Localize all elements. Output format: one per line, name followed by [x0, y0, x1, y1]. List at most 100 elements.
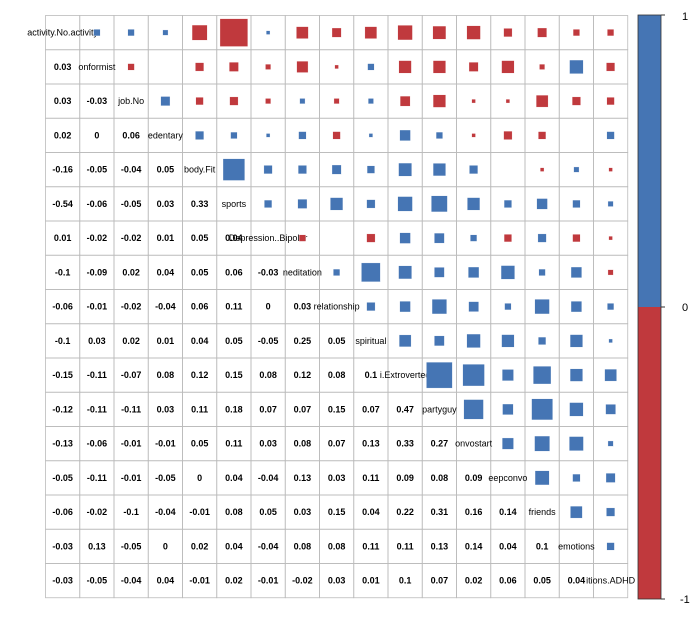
- correlation-value-label: -0.05: [258, 336, 279, 346]
- correlation-square: [399, 95, 411, 107]
- correlation-square: [572, 199, 581, 208]
- correlation-value-label: 0.05: [328, 336, 346, 346]
- correlation-square: [569, 59, 584, 74]
- diagonal-label: edentary: [148, 130, 184, 140]
- correlation-value-label: -0.01: [258, 576, 279, 586]
- correlation-value-label: 0.06: [499, 576, 517, 586]
- colorbar-negative: [638, 307, 661, 599]
- correlation-value-label: -0.1: [123, 507, 139, 517]
- correlation-value-label: 0.47: [396, 404, 414, 414]
- correlation-square: [534, 299, 550, 315]
- correlation-square: [434, 267, 445, 278]
- correlation-square: [399, 301, 411, 313]
- diagonal-label: neditation: [283, 267, 322, 277]
- correlation-value-label: -0.05: [87, 165, 108, 175]
- correlation-value-label: 0.13: [294, 473, 312, 483]
- correlation-square: [538, 131, 547, 140]
- diagonal-label: sports: [222, 199, 247, 209]
- correlation-value-label: 0.03: [157, 199, 175, 209]
- correlation-square: [297, 199, 308, 209]
- correlation-square: [195, 130, 205, 140]
- correlation-value-label: -0.03: [52, 576, 73, 586]
- correlation-value-label: 0.07: [431, 576, 449, 586]
- correlation-square: [229, 96, 239, 106]
- correlation-square: [606, 131, 615, 140]
- correlation-square: [505, 99, 510, 104]
- correlation-value-label: 0.08: [294, 541, 312, 551]
- correlation-value-label: 0.14: [499, 507, 517, 517]
- correlation-square: [533, 366, 552, 385]
- correlation-square: [191, 24, 208, 41]
- correlation-value-label: 0.03: [88, 336, 106, 346]
- correlation-value-label: -0.09: [87, 267, 108, 277]
- correlation-value-label: 0: [266, 302, 271, 312]
- correlation-value-label: -0.15: [52, 370, 73, 380]
- correlation-value-label: -0.02: [121, 302, 142, 312]
- correlation-square: [93, 29, 101, 37]
- correlation-value-label: 0.01: [54, 233, 72, 243]
- correlation-value-label: 0.13: [88, 541, 106, 551]
- correlation-square: [468, 301, 479, 312]
- correlation-value-label: -0.03: [258, 267, 279, 277]
- correlation-value-label: -0.04: [155, 302, 176, 312]
- correlation-square: [607, 269, 614, 276]
- correlation-square: [265, 98, 271, 104]
- correlation-value-label: -0.03: [52, 541, 73, 551]
- correlation-value-label: 0.05: [259, 507, 277, 517]
- correlation-square: [570, 505, 583, 519]
- correlation-square: [608, 167, 613, 172]
- correlation-value-label: 0.03: [157, 404, 175, 414]
- correlation-square: [570, 301, 582, 313]
- correlation-value-label: -0.01: [121, 473, 142, 483]
- correlation-square: [503, 28, 513, 38]
- correlation-value-label: 0.01: [157, 233, 175, 243]
- correlation-square: [361, 262, 381, 282]
- correlation-value-label: 0.04: [499, 541, 517, 551]
- correlation-square: [434, 335, 445, 347]
- correlation-square: [398, 334, 412, 348]
- correlation-value-label: 0.22: [396, 507, 414, 517]
- correlation-value-label: 0.03: [294, 507, 312, 517]
- correlation-value-label: 0.06: [122, 130, 140, 140]
- correlation-value-label: -0.1: [55, 267, 71, 277]
- correlation-square: [572, 29, 580, 37]
- correlation-square: [531, 398, 553, 421]
- correlation-square: [368, 133, 373, 138]
- correlation-square: [573, 166, 580, 173]
- correlation-square: [398, 265, 412, 280]
- correlation-square: [298, 131, 307, 140]
- correlation-square: [296, 61, 309, 73]
- correlation-value-label: 0.08: [157, 370, 175, 380]
- correlation-value-label: -0.12: [52, 404, 73, 414]
- correlation-square: [195, 62, 205, 72]
- correlation-square: [219, 18, 248, 47]
- correlation-value-label: 0.33: [396, 439, 414, 449]
- correlation-square: [367, 63, 375, 71]
- correlation-value-label: -0.03: [87, 96, 108, 106]
- correlation-value-label: 0.09: [396, 473, 414, 483]
- correlation-square: [571, 96, 581, 106]
- correlation-value-label: 0.08: [431, 473, 449, 483]
- correlation-value-label: 0.13: [431, 541, 449, 551]
- correlation-value-label: 0.05: [191, 233, 209, 243]
- diagonal-label: activity.No.activity: [27, 28, 98, 38]
- correlation-square: [604, 368, 617, 382]
- correlation-square: [432, 94, 446, 108]
- correlation-square: [264, 199, 273, 208]
- correlation-square: [431, 299, 447, 315]
- correlation-value-label: -0.02: [87, 507, 108, 517]
- color-legend: 1 0 -1: [637, 11, 690, 606]
- correlation-value-label: 0.02: [191, 541, 209, 551]
- correlation-square: [607, 201, 614, 207]
- correlation-square: [537, 27, 547, 38]
- correlation-square: [462, 364, 485, 387]
- correlation-square: [502, 403, 514, 415]
- correlation-square: [606, 62, 616, 72]
- correlation-square: [331, 27, 342, 38]
- correlation-value-label: 0.05: [225, 336, 243, 346]
- correlation-square: [222, 158, 245, 181]
- correlation-square: [468, 62, 479, 72]
- correlation-square: [606, 507, 616, 517]
- correlation-square: [607, 303, 615, 311]
- correlation-value-label: 0.05: [191, 267, 209, 277]
